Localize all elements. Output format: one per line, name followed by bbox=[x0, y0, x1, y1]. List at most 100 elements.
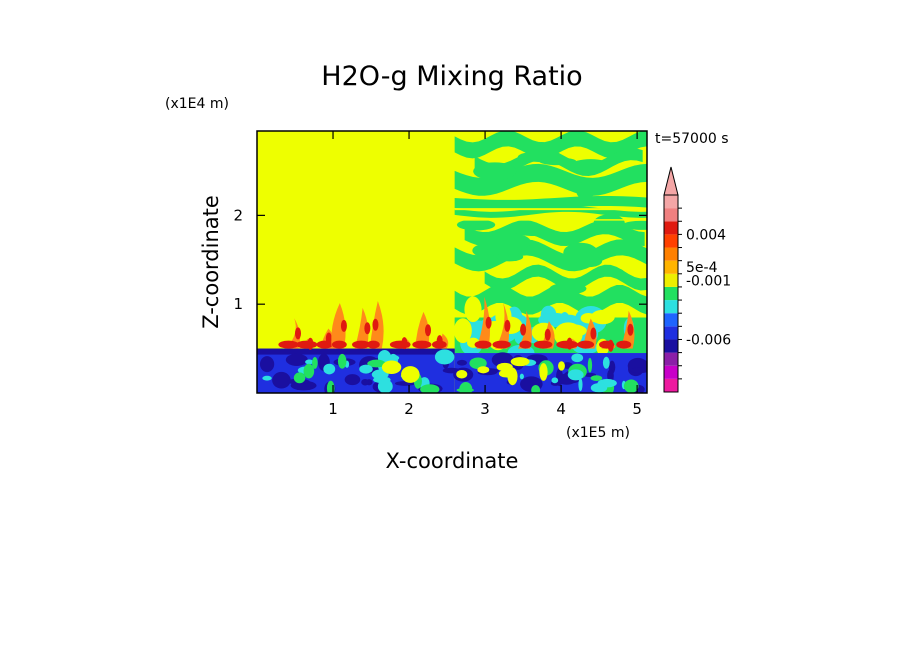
field-plume-core bbox=[412, 340, 432, 349]
colorbar-swatch bbox=[664, 326, 678, 340]
field-band bbox=[454, 163, 647, 196]
field-patch bbox=[578, 378, 583, 392]
colorbar-label: -0.001 bbox=[686, 273, 731, 289]
field-plume-core bbox=[296, 340, 318, 349]
field-patch bbox=[469, 357, 487, 370]
field-band bbox=[454, 285, 647, 315]
field-patch bbox=[571, 353, 584, 363]
colorbar-swatch bbox=[664, 208, 678, 222]
field-patch bbox=[485, 278, 522, 285]
field-patch bbox=[453, 318, 472, 344]
field-patch bbox=[521, 141, 549, 149]
field-patch bbox=[576, 255, 603, 268]
field-layer-top bbox=[257, 348, 455, 355]
x-axis-ticks: 1 2 3 4 5 bbox=[328, 131, 642, 418]
colorbar-swatch bbox=[664, 260, 678, 274]
field-plume-core bbox=[607, 339, 614, 352]
x-tick-label: 1 bbox=[328, 400, 338, 418]
field-patch bbox=[593, 214, 625, 233]
colorbar-swatch bbox=[664, 352, 678, 366]
field-plume-core bbox=[425, 324, 432, 337]
field-patch bbox=[367, 359, 386, 368]
field-patch bbox=[434, 349, 455, 365]
field-patch bbox=[549, 282, 587, 295]
field-patch bbox=[272, 371, 291, 389]
field-patch bbox=[630, 367, 647, 374]
field-plume-core bbox=[566, 337, 573, 350]
y-tick-label: 1 bbox=[233, 295, 243, 313]
colorbar-label: 5e-4 bbox=[686, 260, 718, 276]
field-plume-core bbox=[331, 340, 347, 349]
colorbar-extend-arrow bbox=[663, 166, 679, 196]
field-patch bbox=[377, 379, 393, 393]
field-patch bbox=[571, 159, 611, 170]
field-plume-core bbox=[616, 340, 632, 349]
field-patch bbox=[496, 362, 513, 372]
x-scale-label: (x1E5 m) bbox=[566, 425, 630, 441]
field-plume-core bbox=[485, 316, 492, 329]
colorbar-frame bbox=[663, 194, 679, 393]
field-patch bbox=[473, 162, 517, 181]
field-plume-core bbox=[352, 340, 371, 349]
time-label: t=57000 s bbox=[655, 131, 729, 147]
field-plume-core bbox=[366, 340, 380, 349]
field-patch bbox=[539, 157, 577, 166]
field-plume-core bbox=[307, 337, 314, 350]
field-patch bbox=[485, 232, 531, 252]
colorbar-swatch bbox=[664, 286, 678, 301]
field-patch bbox=[456, 369, 468, 379]
field-plume-core bbox=[325, 332, 332, 345]
field-patch bbox=[262, 375, 272, 381]
field-patch bbox=[303, 363, 315, 379]
field-patch bbox=[359, 364, 373, 374]
plot-frame bbox=[256, 130, 648, 394]
field-plume bbox=[286, 318, 300, 349]
field-patch bbox=[472, 244, 498, 258]
field-band bbox=[454, 131, 647, 159]
heatmap-field bbox=[257, 131, 647, 393]
field-patch bbox=[590, 383, 608, 393]
colorbar-label: 0.004 bbox=[686, 227, 726, 243]
field-patch bbox=[420, 384, 440, 393]
field-patch bbox=[344, 374, 361, 386]
field-plume-core bbox=[492, 340, 511, 349]
field-patch bbox=[456, 359, 467, 366]
field-plume-core bbox=[577, 340, 595, 349]
colorbar-swatch bbox=[664, 195, 678, 209]
chart-title: H2O-g Mixing Ratio bbox=[321, 61, 582, 92]
colorbar-swatch bbox=[664, 300, 678, 314]
x-tick-label: 2 bbox=[404, 400, 414, 418]
field-patch bbox=[531, 385, 541, 393]
field-plume-core bbox=[436, 335, 443, 348]
x-tick-label: 4 bbox=[556, 400, 566, 418]
field-patch bbox=[305, 359, 314, 365]
field-patch bbox=[514, 227, 557, 237]
colorbar-swatch bbox=[664, 365, 678, 379]
field-plume bbox=[518, 310, 532, 349]
field-plume-core bbox=[519, 340, 532, 349]
field-patch bbox=[567, 369, 584, 381]
field-plume-core bbox=[389, 340, 411, 349]
colorbar-swatch bbox=[664, 247, 678, 261]
field-plume-core bbox=[533, 340, 553, 349]
colorbar-swatch bbox=[664, 273, 678, 287]
colorbar-swatch bbox=[664, 339, 678, 353]
field-plume-core bbox=[294, 327, 301, 340]
field-patch bbox=[401, 366, 420, 383]
y-axis-ticks: 12 bbox=[233, 206, 647, 313]
field-patch bbox=[464, 296, 482, 323]
field-patch bbox=[623, 379, 639, 393]
field-band bbox=[454, 195, 647, 210]
field-plume-core bbox=[340, 319, 347, 332]
field-patch bbox=[477, 366, 490, 374]
y-scale-label: (x1E4 m) bbox=[165, 96, 229, 112]
field-patch bbox=[551, 377, 559, 384]
field-patch bbox=[539, 363, 548, 381]
colorbar-label: -0.006 bbox=[686, 332, 731, 348]
field-plume-core bbox=[590, 327, 597, 340]
field-patch bbox=[323, 363, 336, 375]
field-plume bbox=[415, 311, 430, 349]
field-plume-core bbox=[372, 318, 379, 331]
colorbar-swatch bbox=[664, 313, 678, 327]
field-plume-core bbox=[364, 322, 371, 335]
